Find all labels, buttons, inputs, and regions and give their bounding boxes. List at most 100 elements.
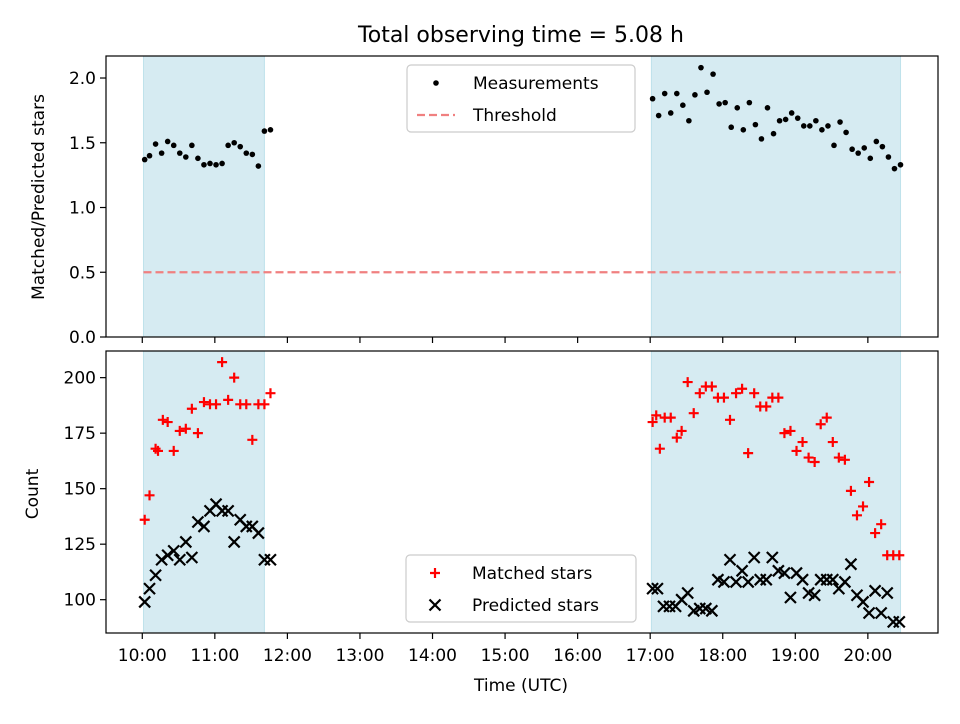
bottom-legend-label-1: Matched stars xyxy=(472,564,592,584)
series-1-point-7 xyxy=(176,150,183,156)
series-1-point-47 xyxy=(794,115,801,121)
series-1-point-11 xyxy=(192,428,203,439)
series-1-point-17 xyxy=(237,143,244,150)
series-1-point-14 xyxy=(219,160,225,167)
shaded-interval-1 xyxy=(142,55,265,338)
series-1-point-49 xyxy=(807,123,813,129)
series-2-point-7 xyxy=(173,553,187,567)
series-2-point-46 xyxy=(784,591,797,604)
series-2-point-23 xyxy=(646,582,659,595)
top-legend xyxy=(406,64,636,133)
series-1-point-10 xyxy=(195,155,201,162)
series-2-point-37 xyxy=(729,575,743,589)
series-1-point-61 xyxy=(864,477,875,488)
top-y-axis-label: Matched/Predicted stars xyxy=(29,94,49,300)
series-2-point-60 xyxy=(868,584,882,598)
series-2-point-9 xyxy=(185,551,199,564)
series-1-point-16 xyxy=(231,139,237,146)
series-2-point-42 xyxy=(760,573,773,586)
series-1-point-22 xyxy=(259,399,270,410)
y-tick-label-1-1: 0.0 xyxy=(69,328,96,348)
series-1-point-20 xyxy=(255,163,262,169)
series-1-point-14 xyxy=(211,399,222,410)
y-tick-label-2-3: 150 xyxy=(64,480,96,500)
series-2-point-39 xyxy=(741,575,755,589)
series-1-point-4 xyxy=(153,445,163,456)
series-1-point-25 xyxy=(661,90,668,97)
series-1-point-23 xyxy=(649,95,656,102)
series-2-point-24 xyxy=(651,582,664,595)
series-1-point-43 xyxy=(770,130,777,137)
series-1-point-41 xyxy=(743,448,754,459)
bottom-y-axis-label: Count xyxy=(23,468,43,519)
series-1-point-66 xyxy=(894,550,905,561)
shaded-interval-2 xyxy=(650,55,902,338)
series-1-point-42 xyxy=(764,104,771,111)
x-axis-label: Time (UTC) xyxy=(473,676,568,696)
series-1-point-40 xyxy=(737,383,748,394)
series-2-point-56 xyxy=(844,557,858,571)
series-1-point-31 xyxy=(682,377,693,388)
series-1-point-32 xyxy=(688,408,699,419)
series-1-point-1 xyxy=(141,156,148,163)
series-2-point-55 xyxy=(838,575,852,589)
series-1-point-64 xyxy=(897,161,904,168)
series-1-point-63 xyxy=(891,165,898,172)
series-1-point-35 xyxy=(706,381,717,392)
series-1-point-60 xyxy=(873,138,880,145)
bottom-legend xyxy=(405,554,637,623)
x-tick-label-4: 13:00 xyxy=(335,646,384,666)
series-2-point-3 xyxy=(149,568,162,582)
series-1-point-55 xyxy=(827,437,838,448)
series-2-point-38 xyxy=(735,564,749,578)
series-1-point-51 xyxy=(819,127,825,133)
series-1-point-53 xyxy=(831,142,837,149)
series-2-point-2 xyxy=(143,582,156,595)
series-1-point-4 xyxy=(158,150,165,156)
series-1-point-63 xyxy=(876,519,887,530)
series-1-point-42 xyxy=(749,388,760,399)
x-tick-label-9: 18:00 xyxy=(698,646,747,666)
series-1-point-52 xyxy=(825,123,831,129)
series-2-point-8 xyxy=(179,535,193,549)
series-1-point-2 xyxy=(144,490,155,501)
series-1-point-26 xyxy=(654,443,665,454)
series-2-point-10 xyxy=(191,515,205,529)
x-tick-label-8: 17:00 xyxy=(626,646,675,666)
series-2-point-16 xyxy=(227,535,241,549)
series-1-point-40 xyxy=(752,121,759,128)
series-1-point-53 xyxy=(815,419,826,430)
x-tick-label-11: 20:00 xyxy=(843,646,892,666)
series-1-point-44 xyxy=(761,401,772,412)
series-1-point-60 xyxy=(858,501,869,512)
series-1-point-6 xyxy=(162,417,173,428)
series-1-point-61 xyxy=(879,143,886,150)
series-1-point-56 xyxy=(849,146,855,153)
series-2-point-4 xyxy=(155,553,168,567)
series-1-point-29 xyxy=(671,432,682,443)
x-tick-label-10: 19:00 xyxy=(771,646,820,666)
series-2-point-61 xyxy=(874,606,888,620)
series-1-point-62 xyxy=(870,528,881,539)
y-tick-label-2-5: 200 xyxy=(64,369,96,389)
series-1-point-1 xyxy=(139,514,150,525)
plot-frame-2 xyxy=(105,350,939,634)
y-tick-label-1-2: 0.5 xyxy=(69,263,96,283)
series-1-point-2 xyxy=(146,152,153,159)
plot-frame-1 xyxy=(105,55,939,338)
y-tick-label-1-3: 1.0 xyxy=(69,199,96,219)
series-1-point-12 xyxy=(198,397,209,408)
series-1-point-44 xyxy=(776,117,783,124)
series-1-point-57 xyxy=(855,150,861,156)
series-1-point-62 xyxy=(885,154,892,160)
series-1-point-28 xyxy=(680,102,686,109)
series-1-point-37 xyxy=(734,104,741,111)
series-2-point-64 xyxy=(893,615,906,629)
series-1-point-30 xyxy=(676,425,687,436)
series-2-point-53 xyxy=(826,573,840,586)
x-tick-label-6: 15:00 xyxy=(481,646,530,666)
series-1-point-51 xyxy=(803,452,814,463)
series-1-point-54 xyxy=(821,412,832,423)
series-1-point-36 xyxy=(728,124,735,131)
series-1-point-30 xyxy=(692,92,698,98)
